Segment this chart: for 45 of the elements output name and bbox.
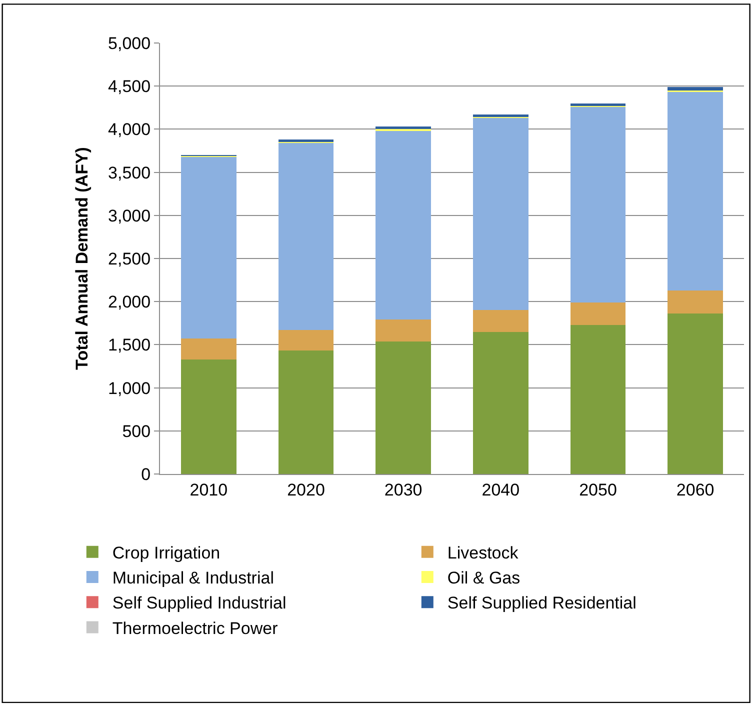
x-tick-label: 2030	[384, 480, 422, 500]
legend-label: Crop Irrigation	[112, 544, 220, 563]
x-tick-label: 2060	[676, 480, 714, 500]
x-tick-label: 2050	[579, 480, 617, 500]
y-tick-label: 5,000	[108, 34, 151, 53]
bar	[180, 156, 236, 339]
bar	[180, 338, 236, 360]
bar	[570, 106, 626, 302]
legend-label: Thermoelectric Power	[112, 618, 278, 638]
y-tick-label: 0	[141, 464, 151, 484]
bar	[376, 126, 432, 130]
y-tick-label: 1,500	[108, 336, 151, 355]
bar	[278, 142, 334, 330]
bar	[668, 314, 724, 474]
bar	[570, 324, 626, 474]
bar	[668, 91, 724, 290]
y-tick-label: 2,500	[108, 249, 151, 268]
y-tick-label: 3,000	[108, 206, 151, 226]
bar	[376, 341, 432, 474]
legend-label: Oil & Gas	[447, 568, 520, 588]
bar	[668, 86, 724, 90]
legend-label: Self Supplied Residential	[447, 594, 636, 613]
y-tick-label: 4,000	[108, 120, 151, 140]
bar	[376, 130, 432, 320]
bar	[180, 359, 236, 474]
legend-label: Livestock	[447, 544, 519, 563]
bar	[570, 302, 626, 325]
legend-label: Self Supplied Industrial	[112, 594, 286, 613]
x-tick-label: 2010	[190, 480, 228, 500]
bar	[278, 350, 334, 474]
bar	[472, 117, 528, 310]
bar	[376, 320, 432, 342]
y-tick-label: 4,500	[108, 77, 151, 96]
y-tick-label: 500	[122, 422, 151, 441]
bar	[472, 332, 528, 474]
x-tick-label: 2040	[482, 480, 520, 500]
bar	[472, 310, 528, 332]
bar	[668, 290, 724, 314]
bar	[278, 330, 334, 351]
legend-label: Municipal & Industrial	[112, 568, 274, 588]
x-tick-label: 2020	[287, 480, 325, 500]
y-tick-label: 2,000	[108, 292, 151, 312]
y-tick-label: 3,500	[108, 163, 151, 182]
y-axis-title: Total Annual Demand (AFY)	[72, 147, 92, 370]
y-tick-label: 1,000	[108, 378, 151, 398]
